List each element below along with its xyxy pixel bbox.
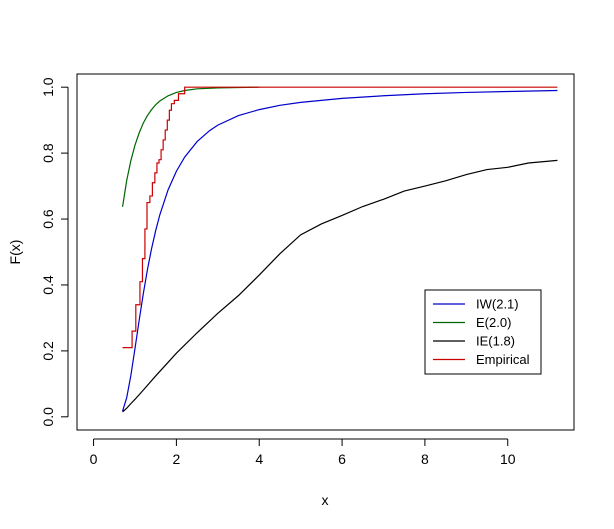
x-tick-label: 10 xyxy=(500,451,516,467)
y-tick-label: 0.4 xyxy=(40,275,56,295)
y-tick-label: 0.8 xyxy=(40,143,56,163)
x-tick-label: 8 xyxy=(421,451,429,467)
legend-label-e-2-0: E(2.0) xyxy=(476,315,511,330)
y-tick-label: 0.2 xyxy=(40,341,56,361)
series-line-empirical xyxy=(122,86,558,349)
series-layer xyxy=(121,86,558,413)
y-tick-label: 1.0 xyxy=(40,77,56,97)
y-axis-title: F(x) xyxy=(7,240,23,265)
plot-box xyxy=(76,73,575,431)
x-tick-label: 2 xyxy=(173,451,181,467)
legend: IW(2.1) E(2.0) IE(1.8) Empirical xyxy=(424,289,542,375)
x-tick-label: 4 xyxy=(255,451,263,467)
legend-label-ie-1-8: IE(1.8) xyxy=(476,334,515,349)
x-axis-title: x xyxy=(322,492,329,508)
legend-label-iw-2-1: IW(2.1) xyxy=(476,297,519,312)
x-tick-label: 0 xyxy=(90,451,98,467)
series-line-iw-2-1 xyxy=(121,89,558,412)
series-line-e-2-0 xyxy=(121,86,260,207)
y-tick-label: 0.6 xyxy=(40,209,56,229)
legend-label-empirical: Empirical xyxy=(476,352,530,367)
x-axis: 0 2 4 6 8 10 xyxy=(90,438,516,467)
x-tick-label: 6 xyxy=(338,451,346,467)
y-axis: 0.0 0.2 0.4 0.6 0.8 1.0 xyxy=(40,77,69,427)
y-tick-label: 0.0 xyxy=(40,407,56,427)
series-line-ie-1-8 xyxy=(122,159,558,413)
